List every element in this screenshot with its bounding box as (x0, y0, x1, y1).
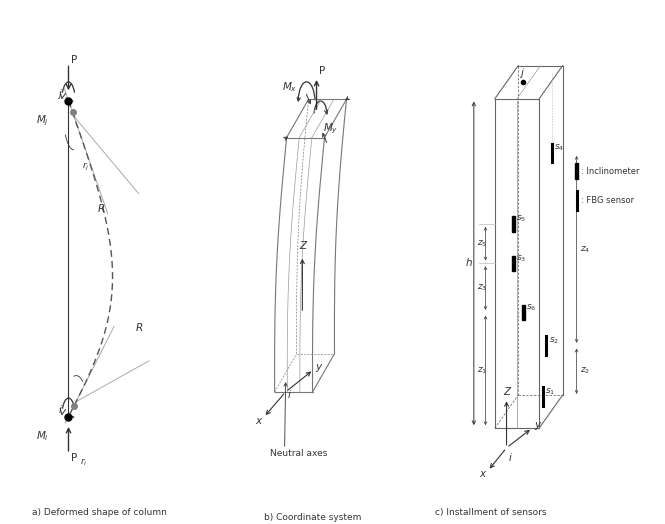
Bar (575, 163, 578, 179)
Text: $s_4$: $s_4$ (555, 143, 565, 153)
Text: $s_6$: $s_6$ (526, 302, 537, 313)
Text: j: j (59, 89, 61, 99)
Text: R: R (97, 204, 104, 214)
Text: b) Coordinate system: b) Coordinate system (264, 512, 361, 521)
Text: $s_5$: $s_5$ (516, 213, 526, 224)
Text: i: i (288, 390, 291, 400)
Text: : Inclinometer: : Inclinometer (581, 167, 640, 176)
Bar (512, 216, 515, 232)
Text: y: y (316, 362, 322, 372)
Text: $z_4$: $z_4$ (580, 244, 591, 255)
Text: $M_y$: $M_y$ (323, 122, 338, 136)
Text: P: P (70, 56, 76, 66)
Text: Neutral axes: Neutral axes (270, 449, 327, 457)
Text: j: j (521, 68, 523, 78)
Text: x: x (256, 416, 262, 425)
Text: $s_3$: $s_3$ (516, 253, 526, 264)
Text: $s_2$: $s_2$ (549, 335, 559, 346)
Text: $M_x$: $M_x$ (282, 80, 297, 94)
Text: P: P (319, 66, 325, 76)
Text: h: h (465, 258, 472, 268)
Text: Z: Z (503, 387, 510, 397)
Text: i: i (59, 405, 61, 415)
Text: Z: Z (299, 242, 307, 252)
Text: $s_1$: $s_1$ (545, 386, 555, 397)
Text: : FBG sensor: : FBG sensor (581, 196, 634, 205)
Text: $z_2$: $z_2$ (580, 366, 591, 376)
Text: $M_j$: $M_j$ (35, 113, 49, 128)
Text: a) Deformed shape of column: a) Deformed shape of column (32, 508, 167, 517)
Text: c) Installment of sensors: c) Installment of sensors (435, 508, 547, 517)
Text: $r_j$: $r_j$ (82, 161, 90, 173)
Text: y: y (535, 420, 541, 430)
Text: $z_1$: $z_1$ (477, 365, 487, 376)
Text: P: P (70, 453, 76, 463)
Text: $r_i$: $r_i$ (80, 457, 88, 468)
Text: $z_5$: $z_5$ (477, 238, 487, 249)
Bar (512, 256, 515, 271)
Text: i: i (509, 453, 512, 463)
Text: x: x (479, 470, 486, 479)
Bar (523, 305, 525, 321)
Text: $z_3$: $z_3$ (477, 283, 487, 293)
Text: $M_i$: $M_i$ (35, 429, 49, 443)
Text: R: R (136, 323, 143, 333)
